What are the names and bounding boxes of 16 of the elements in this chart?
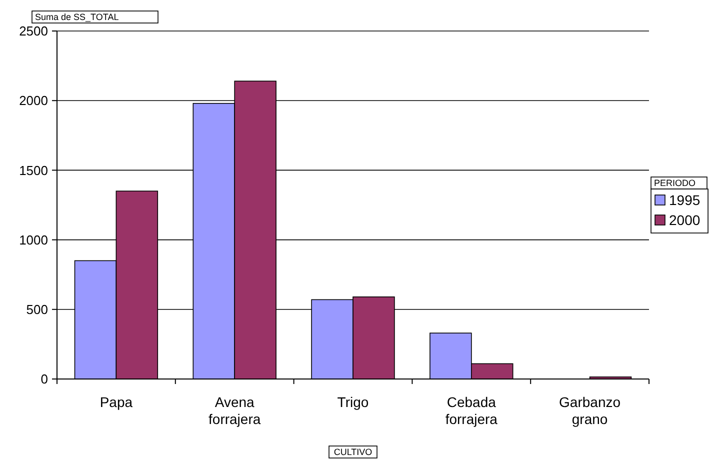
- y-tick-label: 2000: [19, 93, 48, 108]
- y-tick-label: 1000: [19, 232, 48, 248]
- x-axis-title: CULTIVO: [334, 447, 372, 457]
- y-tick-label: 0: [40, 372, 48, 387]
- chart-title: Suma de SS_TOTAL: [35, 12, 119, 22]
- y-tick-label: 2500: [19, 24, 48, 39]
- x-tick-label: Papa: [100, 394, 133, 410]
- x-tick-label: Avena forrajera: [208, 394, 261, 427]
- y-tick-label: 1500: [19, 162, 48, 178]
- y-tick-label: 500: [26, 302, 48, 317]
- legend-title: PERIODO: [654, 178, 696, 188]
- x-tick-label: Trigo: [337, 394, 369, 410]
- legend-label: 1995: [669, 192, 700, 208]
- x-tick-label: Cebada forrajera: [445, 394, 498, 427]
- x-tick-label: Garbanzo grano: [559, 394, 621, 427]
- legend-label: 2000: [669, 212, 700, 228]
